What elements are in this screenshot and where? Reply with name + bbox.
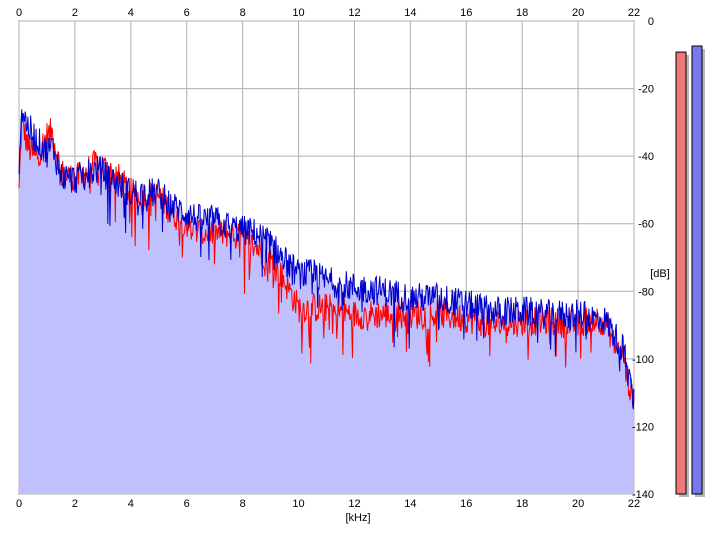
y-tick-label: -140 bbox=[632, 489, 654, 501]
x-tick-label-bottom: 4 bbox=[128, 498, 134, 510]
x-tick-label-bottom: 22 bbox=[628, 498, 640, 510]
y-axis-label: [dB] bbox=[650, 268, 670, 280]
y-tick-label: -60 bbox=[638, 219, 654, 231]
level-meter-2 bbox=[691, 45, 703, 495]
x-tick-label-bottom: 12 bbox=[348, 498, 360, 510]
x-tick-label-top: 12 bbox=[348, 7, 360, 19]
x-tick-label-top: 2 bbox=[72, 7, 78, 19]
y-tick-label: -120 bbox=[632, 421, 654, 433]
x-tick-label-top: 8 bbox=[240, 7, 246, 19]
x-tick-label-bottom: 18 bbox=[516, 498, 528, 510]
series-line-2 bbox=[18, 109, 635, 410]
x-tick-label-bottom: 6 bbox=[184, 498, 190, 510]
x-tick-label-bottom: 14 bbox=[404, 498, 416, 510]
series bbox=[18, 109, 635, 410]
y-tick-label: -40 bbox=[638, 151, 654, 163]
y-tick-label: -20 bbox=[638, 84, 654, 96]
x-tick-label-bottom: 0 bbox=[16, 498, 22, 510]
x-tick-label-top: 14 bbox=[404, 7, 416, 19]
x-tick-label-top: 6 bbox=[184, 7, 190, 19]
x-tick-label-top: 22 bbox=[628, 7, 640, 19]
x-tick-label-bottom: 16 bbox=[460, 498, 472, 510]
level-meter-1 bbox=[675, 51, 687, 495]
x-tick-label-bottom: 8 bbox=[240, 498, 246, 510]
x-tick-label-top: 4 bbox=[128, 7, 134, 19]
tick-labels: 002244668810101212141416161818202022220-… bbox=[16, 7, 654, 510]
level-meters bbox=[675, 45, 705, 497]
x-tick-label-bottom: 10 bbox=[292, 498, 304, 510]
x-tick-label-top: 10 bbox=[292, 7, 304, 19]
y-tick-label: -80 bbox=[638, 286, 654, 298]
y-tick-label: -100 bbox=[632, 354, 654, 366]
x-tick-label-bottom: 20 bbox=[572, 498, 584, 510]
x-tick-label-top: 20 bbox=[572, 7, 584, 19]
y-tick-label: 0 bbox=[648, 16, 654, 28]
x-tick-label-top: 18 bbox=[516, 7, 528, 19]
x-tick-label-top: 0 bbox=[16, 7, 22, 19]
x-tick-label-top: 16 bbox=[460, 7, 472, 19]
x-tick-label-bottom: 2 bbox=[72, 498, 78, 510]
x-axis-label: [kHz] bbox=[345, 512, 370, 524]
